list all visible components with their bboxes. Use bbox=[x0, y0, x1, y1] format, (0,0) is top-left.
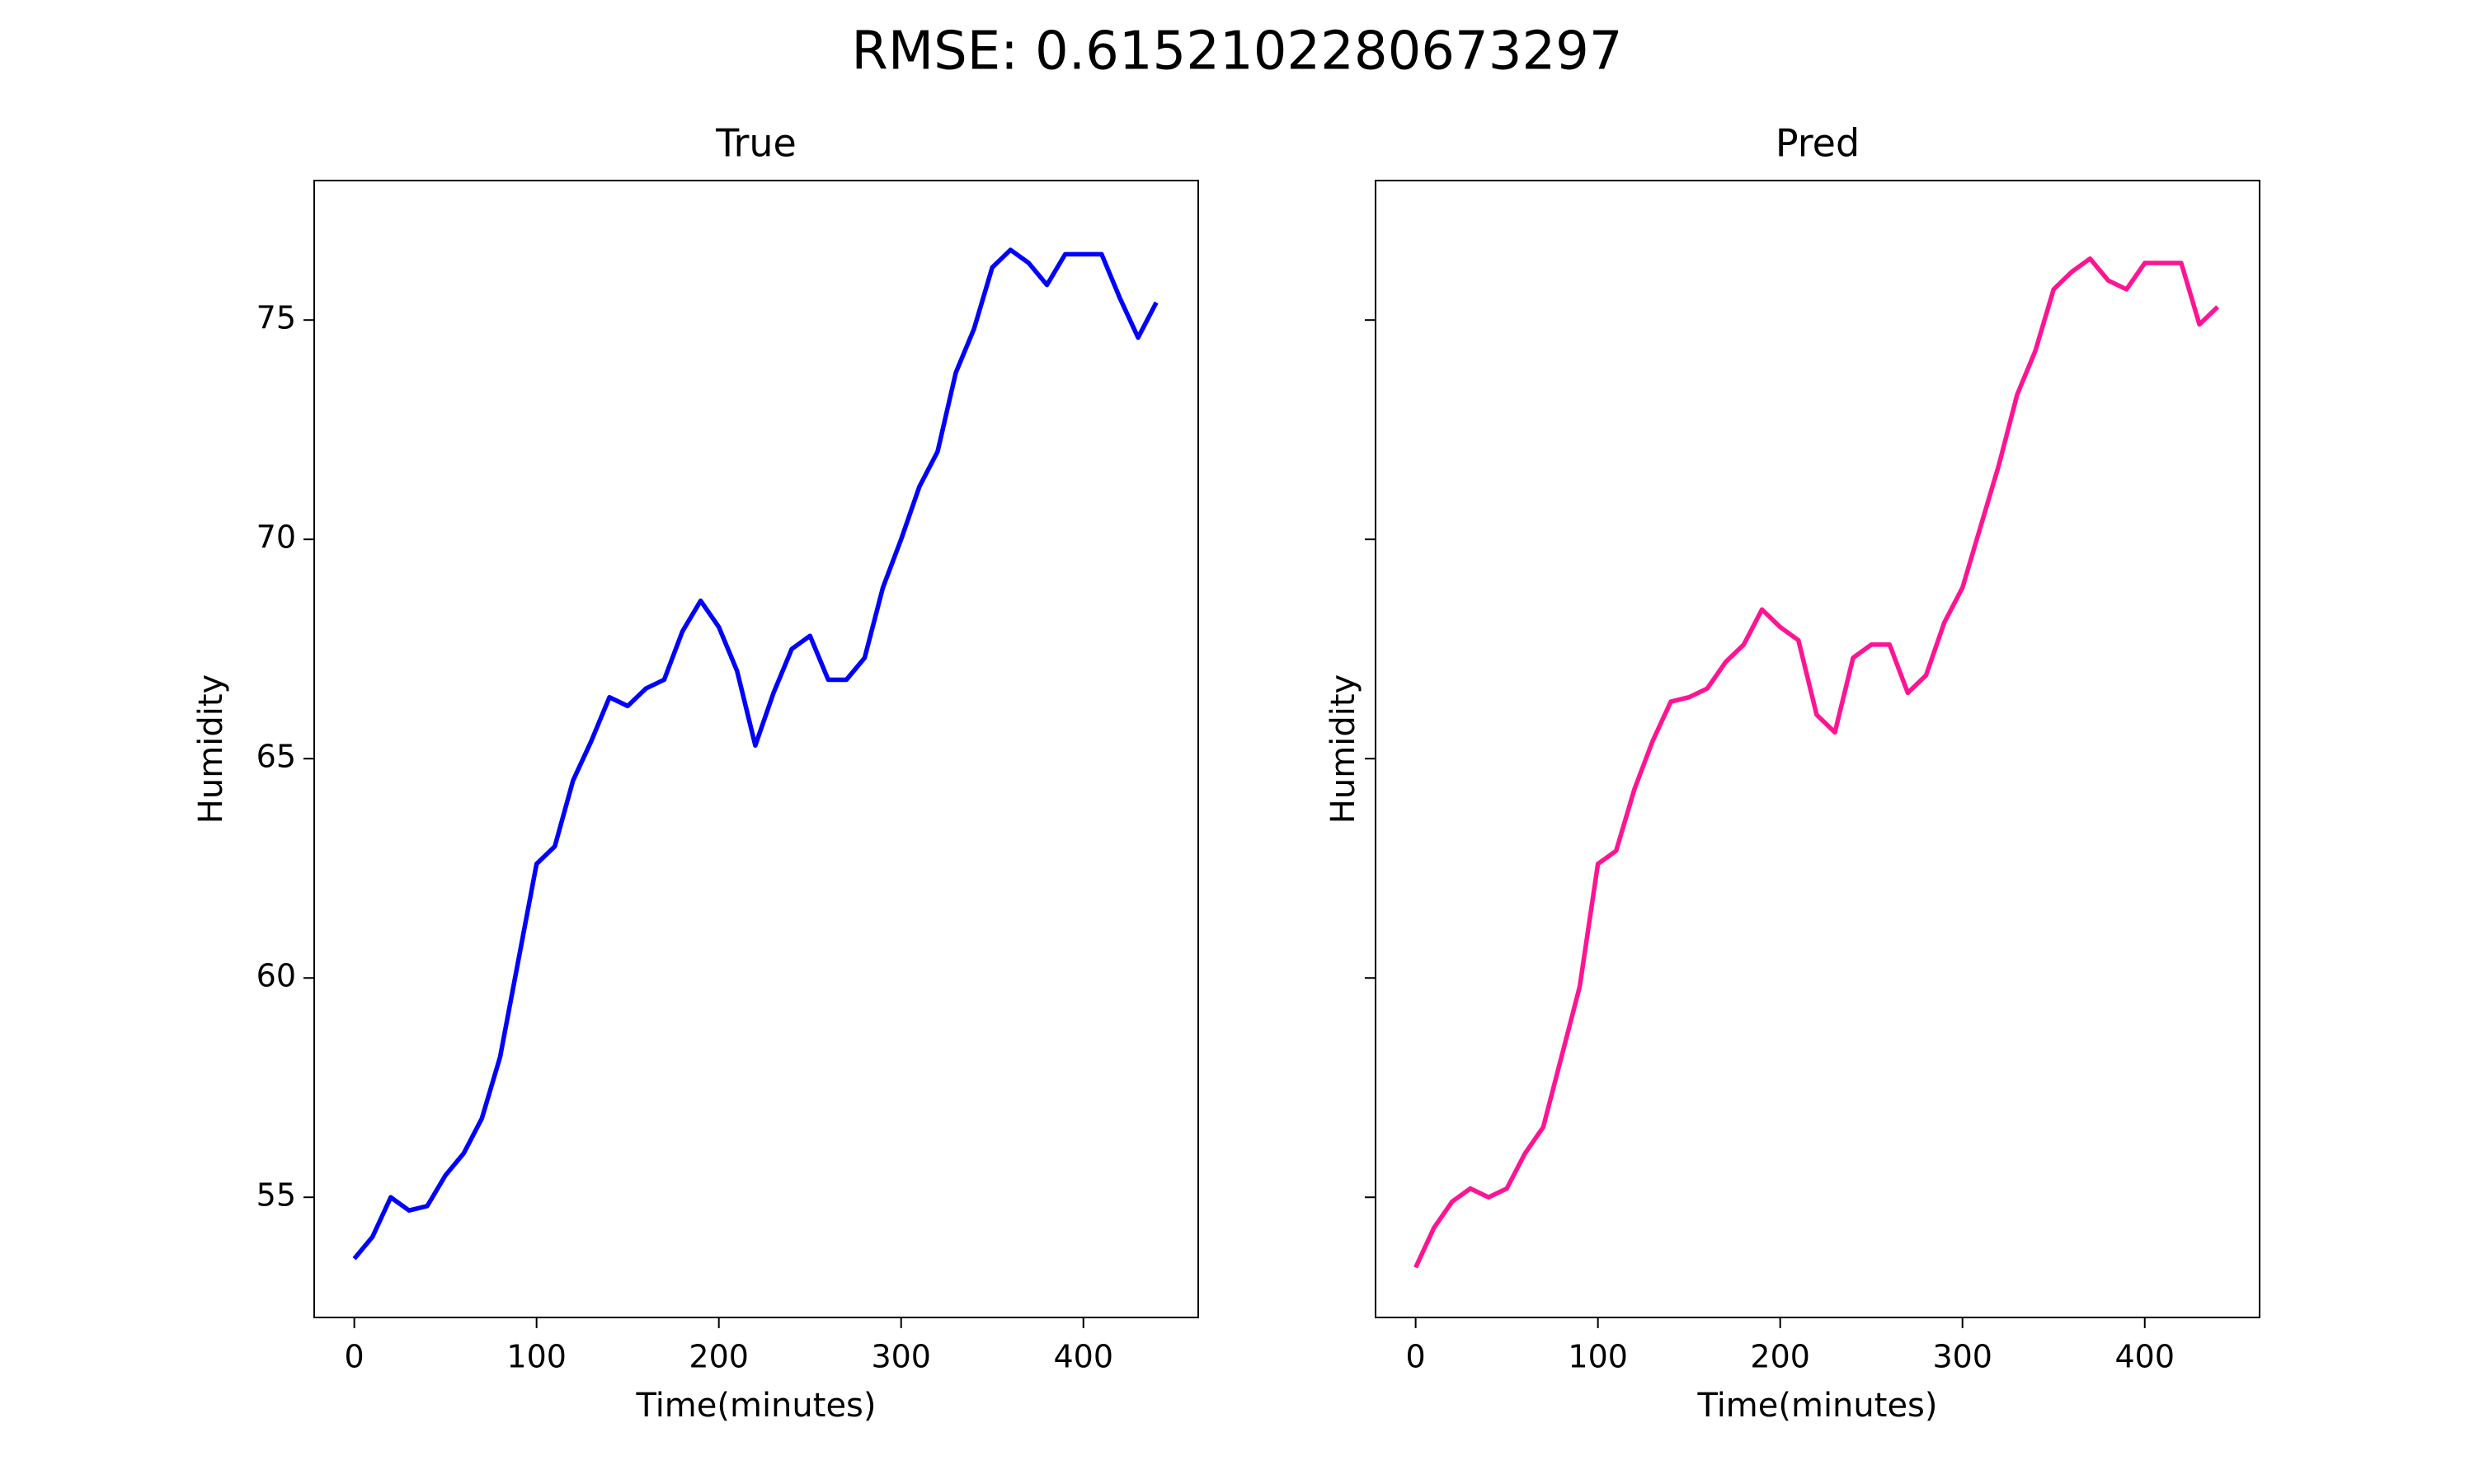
y-tick-label: 70 bbox=[256, 519, 296, 556]
x-axis-label: Time(minutes) bbox=[635, 1387, 876, 1425]
axes-title: Pred bbox=[1776, 121, 1860, 166]
x-tick-label: 300 bbox=[871, 1339, 931, 1375]
x-tick-label: 0 bbox=[1406, 1339, 1426, 1375]
x-tick-label: 200 bbox=[689, 1339, 749, 1375]
x-tick-label: 400 bbox=[1053, 1339, 1113, 1375]
y-tick-label: 65 bbox=[256, 739, 296, 775]
figure-title: RMSE: 0.6152102280673297 bbox=[851, 21, 1622, 82]
x-axis-label: Time(minutes) bbox=[1696, 1387, 1937, 1425]
y-tick-label: 60 bbox=[256, 958, 296, 994]
x-tick-label: 400 bbox=[2114, 1339, 2175, 1375]
axes-frame bbox=[313, 180, 1199, 1318]
x-tick-label: 200 bbox=[1750, 1339, 1810, 1375]
axes-title: True bbox=[715, 121, 797, 166]
x-tick-label: 0 bbox=[345, 1339, 365, 1375]
axes-frame bbox=[1375, 180, 2260, 1318]
x-tick-label: 100 bbox=[1568, 1339, 1628, 1375]
x-tick-label: 300 bbox=[1932, 1339, 1992, 1375]
y-axis-label: Humidity bbox=[1324, 674, 1362, 824]
data-line bbox=[1413, 256, 2220, 1269]
x-tick-label: 100 bbox=[506, 1339, 567, 1375]
y-tick-label: 55 bbox=[256, 1177, 296, 1214]
y-tick-label: 75 bbox=[256, 300, 296, 336]
y-axis-label: Humidity bbox=[192, 674, 230, 824]
data-line bbox=[352, 247, 1159, 1261]
